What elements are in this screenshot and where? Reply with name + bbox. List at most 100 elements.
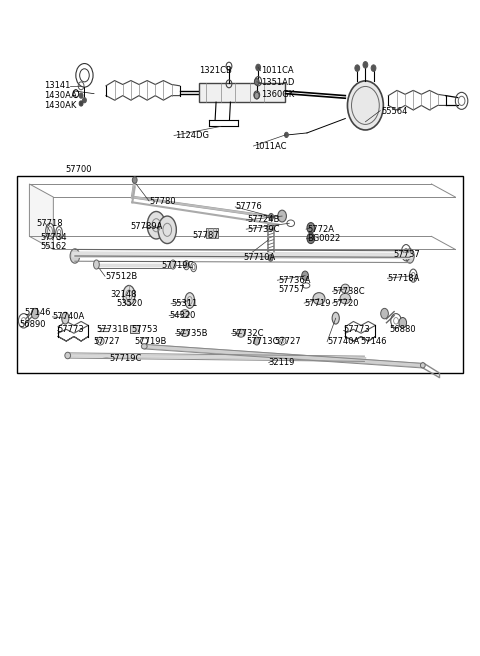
Circle shape bbox=[31, 308, 39, 319]
Circle shape bbox=[307, 233, 315, 243]
Text: 1321CB: 1321CB bbox=[199, 66, 232, 75]
Circle shape bbox=[254, 337, 260, 345]
Text: 57780: 57780 bbox=[149, 197, 176, 205]
Ellipse shape bbox=[267, 253, 274, 259]
Text: 57740A: 57740A bbox=[52, 312, 84, 321]
Text: 57713C: 57713C bbox=[247, 337, 279, 346]
Ellipse shape bbox=[340, 293, 350, 304]
Text: 56880: 56880 bbox=[389, 325, 416, 335]
Circle shape bbox=[302, 271, 309, 280]
Text: 55311: 55311 bbox=[171, 299, 197, 308]
Text: 13141: 13141 bbox=[44, 81, 70, 91]
Text: 57789A: 57789A bbox=[130, 222, 162, 231]
Ellipse shape bbox=[158, 216, 176, 243]
Ellipse shape bbox=[185, 293, 194, 308]
Ellipse shape bbox=[70, 249, 80, 263]
Text: BG0022: BG0022 bbox=[307, 234, 340, 243]
Ellipse shape bbox=[170, 260, 176, 269]
Text: 57720: 57720 bbox=[332, 298, 359, 308]
Ellipse shape bbox=[267, 223, 274, 230]
Ellipse shape bbox=[62, 312, 69, 324]
Text: 57757: 57757 bbox=[278, 285, 305, 294]
Circle shape bbox=[355, 65, 360, 72]
Circle shape bbox=[399, 318, 407, 328]
Text: 57718: 57718 bbox=[36, 218, 63, 228]
Text: 1011AC: 1011AC bbox=[254, 142, 287, 150]
Circle shape bbox=[268, 255, 273, 261]
Text: 57719: 57719 bbox=[304, 298, 331, 308]
Ellipse shape bbox=[180, 330, 189, 337]
Ellipse shape bbox=[406, 249, 414, 263]
Text: 5772A: 5772A bbox=[307, 224, 334, 234]
Text: 57719C: 57719C bbox=[110, 354, 142, 363]
Text: 57736A: 57736A bbox=[278, 276, 311, 285]
Circle shape bbox=[254, 92, 259, 99]
Ellipse shape bbox=[65, 352, 71, 359]
Text: 57719B: 57719B bbox=[135, 337, 167, 346]
Text: 1124DG: 1124DG bbox=[175, 131, 209, 140]
Text: 57739C: 57739C bbox=[247, 224, 280, 234]
Text: 1430AA: 1430AA bbox=[44, 91, 77, 100]
Circle shape bbox=[381, 308, 388, 319]
Text: 57731B: 57731B bbox=[96, 325, 129, 335]
Text: 57776: 57776 bbox=[235, 203, 262, 211]
Text: 1351AD: 1351AD bbox=[262, 78, 295, 87]
Bar bbox=[199, 83, 286, 102]
Ellipse shape bbox=[332, 312, 339, 324]
Ellipse shape bbox=[123, 285, 135, 305]
Text: 57773: 57773 bbox=[57, 325, 84, 335]
Text: 57727: 57727 bbox=[93, 337, 120, 346]
Text: 57700: 57700 bbox=[65, 165, 92, 174]
Text: 57735B: 57735B bbox=[175, 329, 208, 338]
Ellipse shape bbox=[142, 344, 147, 349]
Text: 57753: 57753 bbox=[131, 325, 157, 335]
Text: 57727: 57727 bbox=[275, 337, 301, 346]
Text: 55162: 55162 bbox=[40, 242, 66, 251]
Circle shape bbox=[307, 222, 315, 233]
Text: 57737: 57737 bbox=[393, 250, 420, 259]
Circle shape bbox=[79, 101, 83, 106]
Text: 57512B: 57512B bbox=[105, 272, 137, 281]
Text: 57773: 57773 bbox=[343, 325, 370, 335]
Bar bbox=[17, 176, 463, 373]
Text: 57732C: 57732C bbox=[231, 329, 264, 338]
Text: 54320: 54320 bbox=[169, 311, 195, 320]
Circle shape bbox=[371, 65, 376, 72]
Text: 53520: 53520 bbox=[117, 298, 143, 308]
Polygon shape bbox=[29, 184, 53, 249]
Text: 55564: 55564 bbox=[381, 108, 408, 117]
Text: 57146: 57146 bbox=[360, 337, 387, 346]
Circle shape bbox=[83, 98, 86, 103]
Text: 57710A: 57710A bbox=[244, 253, 276, 262]
Circle shape bbox=[79, 93, 83, 98]
Text: 32119: 32119 bbox=[269, 358, 295, 367]
Ellipse shape bbox=[147, 211, 165, 239]
Ellipse shape bbox=[420, 363, 425, 368]
Circle shape bbox=[269, 213, 274, 220]
Text: 57734: 57734 bbox=[40, 233, 67, 242]
Text: 57787: 57787 bbox=[192, 230, 219, 239]
Text: 56890: 56890 bbox=[20, 319, 47, 329]
Bar bbox=[206, 228, 218, 238]
Text: 57738C: 57738C bbox=[332, 287, 365, 296]
Circle shape bbox=[256, 64, 261, 71]
Text: 57724B: 57724B bbox=[247, 215, 279, 224]
Circle shape bbox=[363, 62, 368, 68]
Text: 1430AK: 1430AK bbox=[44, 101, 76, 110]
Circle shape bbox=[285, 133, 288, 138]
Ellipse shape bbox=[341, 284, 349, 293]
Text: 57146: 57146 bbox=[24, 308, 51, 318]
Text: 1360GK: 1360GK bbox=[262, 90, 295, 99]
Ellipse shape bbox=[94, 260, 99, 269]
Circle shape bbox=[254, 79, 259, 85]
Ellipse shape bbox=[180, 310, 189, 318]
Ellipse shape bbox=[313, 293, 325, 304]
Ellipse shape bbox=[348, 81, 384, 130]
Circle shape bbox=[132, 176, 137, 183]
Text: 1011CA: 1011CA bbox=[262, 66, 294, 75]
Text: 57718A: 57718A bbox=[387, 274, 420, 283]
Bar bbox=[130, 325, 139, 333]
Text: 32148: 32148 bbox=[111, 290, 137, 299]
Text: 57740A: 57740A bbox=[327, 337, 360, 346]
Ellipse shape bbox=[237, 329, 245, 337]
